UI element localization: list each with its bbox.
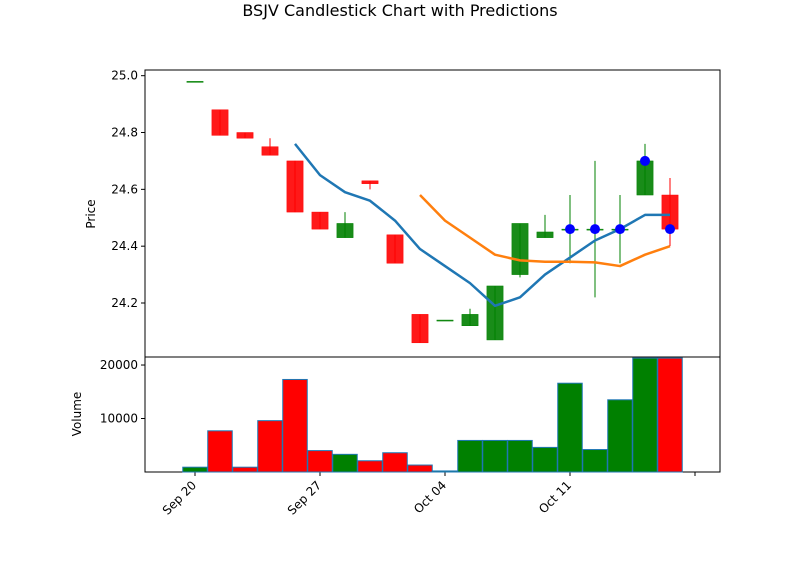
- x-tick-label: Oct 11: [536, 478, 574, 516]
- candle-body: [211, 109, 229, 136]
- volume-axis-label: Volume: [70, 392, 84, 437]
- moving-average-lines: [294, 143, 671, 308]
- candle-body: [186, 81, 204, 83]
- chart-title: BSJV Candlestick Chart with Predictions: [242, 1, 557, 20]
- candle-body: [236, 132, 254, 139]
- volume-bar: [357, 460, 383, 473]
- candle-body: [536, 231, 554, 238]
- candle-body: [361, 180, 379, 184]
- volume-axis: 10000 20000: [100, 358, 145, 426]
- prediction-point: [590, 224, 600, 235]
- volume-bar: [557, 382, 583, 473]
- candle-body: [261, 146, 279, 156]
- price-tick-label: 24.8: [111, 126, 138, 140]
- x-axis: Sep 20 Sep 27 Oct 04 Oct 11: [160, 472, 696, 518]
- volume-bar: [532, 446, 558, 473]
- candle-body: [411, 314, 429, 344]
- volume-bars: [182, 357, 683, 473]
- price-axis-label: Price: [84, 199, 98, 228]
- volume-bar: [582, 449, 608, 473]
- candle-body: [311, 211, 329, 230]
- candle-body: [336, 223, 354, 238]
- x-tick-label: Sep 27: [285, 478, 324, 517]
- x-tick-label: Oct 04: [411, 478, 449, 516]
- candle-body: [486, 285, 504, 341]
- volume-bar: [282, 378, 308, 473]
- volume-bar: [407, 464, 433, 473]
- candles: [186, 81, 679, 344]
- volume-bar: [507, 439, 533, 473]
- prediction-point: [640, 155, 650, 166]
- volume-bar: [382, 452, 408, 473]
- price-tick-label: 25.0: [111, 69, 138, 83]
- volume-tick-label: 20000: [100, 358, 138, 372]
- price-axis: 24.2 24.4 24.6 24.8 25.0: [111, 69, 145, 310]
- prediction-point: [565, 224, 575, 235]
- volume-tick-label: 10000: [100, 412, 138, 426]
- volume-bar: [182, 466, 208, 473]
- candle-body: [386, 234, 404, 264]
- candle-body: [461, 314, 479, 326]
- candle-body: [436, 319, 454, 322]
- candle-body: [286, 160, 304, 213]
- volume-bar: [432, 470, 458, 473]
- volume-bar: [657, 357, 683, 473]
- volume-bar: [257, 420, 283, 473]
- price-tick-label: 24.2: [111, 296, 138, 310]
- price-tick-label: 24.4: [111, 239, 138, 253]
- volume-bar: [332, 453, 358, 473]
- price-panel: [144, 69, 721, 358]
- candle-body: [661, 194, 679, 230]
- volume-bar: [207, 430, 233, 473]
- volume-bar: [482, 439, 508, 473]
- candle-body: [636, 160, 654, 196]
- price-tick-label: 24.6: [111, 182, 138, 196]
- x-tick-label: Sep 20: [160, 478, 199, 517]
- volume-bar: [632, 357, 658, 473]
- volume-bar: [232, 466, 258, 473]
- moving-average-line-1: [294, 143, 670, 308]
- moving-average-line-2: [419, 194, 671, 268]
- volume-bar: [457, 439, 483, 473]
- prediction-point: [615, 224, 625, 235]
- volume-bar: [307, 450, 333, 473]
- price-panel-frame: [144, 69, 721, 358]
- prediction-points: [565, 155, 675, 235]
- candle-body: [511, 223, 529, 275]
- prediction-point: [665, 224, 675, 235]
- volume-bar: [607, 399, 633, 473]
